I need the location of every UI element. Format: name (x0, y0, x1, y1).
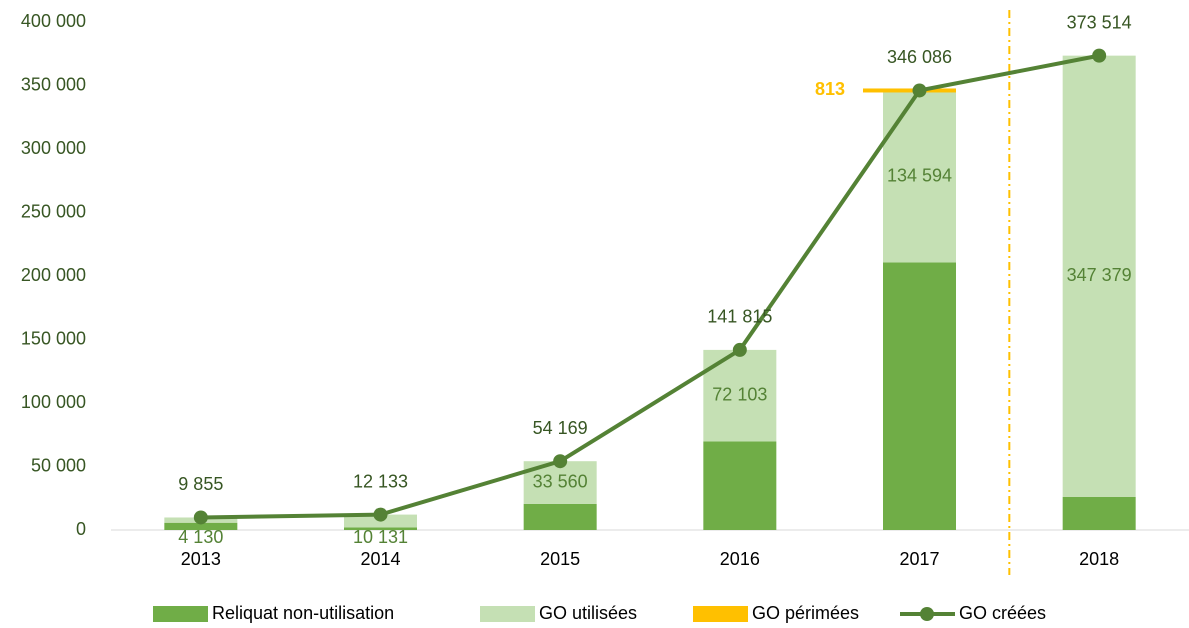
line-marker (553, 454, 568, 469)
y-tick-label: 150 000 (21, 328, 86, 348)
line-marker (1092, 48, 1107, 63)
legend-label: GO utilisées (539, 603, 637, 623)
line-marker (193, 510, 208, 525)
legend-swatch (693, 606, 748, 622)
legend-swatch (153, 606, 208, 622)
x-tick-label: 2016 (720, 549, 760, 569)
y-tick-label: 200 000 (21, 265, 86, 285)
data-label: 10 131 (353, 527, 408, 547)
bar-segment (883, 262, 956, 530)
data-label: 54 169 (533, 418, 588, 438)
bar-segment (344, 527, 417, 530)
data-label: 373 514 (1067, 12, 1132, 32)
line (200, 53, 1100, 520)
bar-segment (523, 503, 597, 530)
y-tick-label: 50 000 (31, 455, 86, 475)
data-label: 33 560 (533, 471, 588, 491)
legend-swatch (480, 606, 535, 622)
line-marker (912, 83, 927, 98)
y-tick-label: 250 000 (21, 201, 86, 221)
x-tick-label: 2014 (360, 549, 400, 569)
bar-segment (863, 88, 956, 93)
data-label: 347 379 (1067, 265, 1132, 285)
data-label: 141 815 (707, 307, 772, 327)
data-label: 134 594 (887, 166, 952, 186)
data-label: 72 103 (712, 384, 767, 404)
y-tick-label: 350 000 (21, 74, 86, 94)
y-tick-label: 0 (76, 519, 86, 539)
data-label: 9 855 (178, 474, 223, 494)
bar-segment (703, 441, 777, 530)
bar-segment (164, 522, 238, 530)
y-tick-label: 400 000 (21, 11, 86, 31)
line-marker (732, 342, 747, 357)
data-label: 346 086 (887, 47, 952, 67)
line-marker (373, 507, 388, 522)
x-tick-label: 2017 (899, 549, 939, 569)
bar-segment (1062, 496, 1136, 530)
x-tick-label: 2015 (540, 549, 580, 569)
legend-swatch (920, 607, 934, 621)
legend-label: GO créées (959, 603, 1046, 623)
data-label: 813 (815, 79, 845, 99)
bar-segment (883, 91, 956, 263)
legend-label: GO périmées (752, 603, 859, 623)
data-label: 12 133 (353, 471, 408, 491)
bar-segment (1062, 55, 1136, 497)
x-tick-label: 2018 (1079, 549, 1119, 569)
y-tick-label: 300 000 (21, 138, 86, 158)
y-tick-label: 100 000 (21, 392, 86, 412)
legend-label: Reliquat non-utilisation (212, 603, 394, 623)
x-tick-label: 2013 (181, 549, 221, 569)
data-label: 4 130 (178, 527, 223, 547)
